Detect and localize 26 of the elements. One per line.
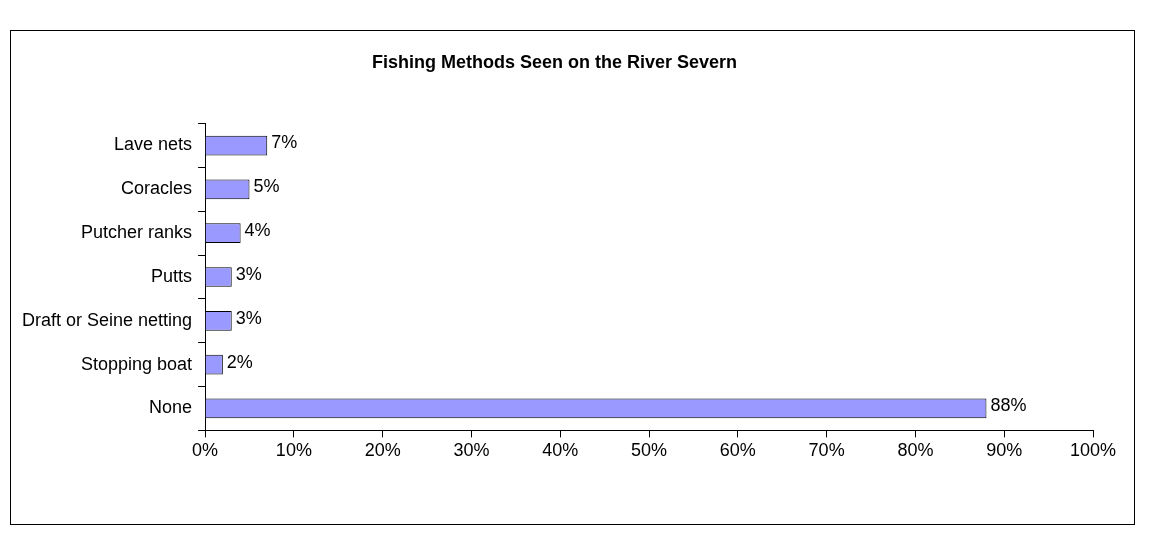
x-tick-label: 70%	[808, 440, 845, 461]
x-tick-label: 50%	[631, 440, 668, 461]
y-tick-label: Draft or Seine netting	[21, 309, 193, 330]
y-tick-label: Putts	[151, 265, 193, 286]
y-tick-label: Stopping boat	[81, 353, 193, 374]
data-label: 88%	[990, 395, 1027, 416]
x-tick-label: 60%	[719, 440, 756, 461]
x-tick-label: 40%	[542, 440, 579, 461]
data-label: 5%	[253, 176, 280, 197]
chart-title: Fishing Methods Seen on the River Severn	[371, 51, 738, 72]
data-label: 7%	[271, 132, 298, 153]
y-tick-label: Lave nets	[114, 134, 193, 155]
x-tick-label: 100%	[1069, 440, 1117, 461]
y-tick-label: Coracles	[121, 178, 193, 199]
x-tick-label: 20%	[364, 440, 401, 461]
x-tick-label: 90%	[986, 440, 1023, 461]
data-label: 2%	[226, 351, 253, 372]
x-tick-label: 0%	[192, 440, 219, 461]
y-tick-label: None	[149, 397, 193, 418]
x-tick-label: 10%	[275, 440, 312, 461]
y-tick-label: Putcher ranks	[81, 222, 193, 243]
data-label: 3%	[235, 263, 262, 284]
data-label: 4%	[244, 220, 271, 241]
x-tick-label: 80%	[897, 440, 934, 461]
x-tick-label: 30%	[453, 440, 490, 461]
data-label: 3%	[235, 307, 262, 328]
